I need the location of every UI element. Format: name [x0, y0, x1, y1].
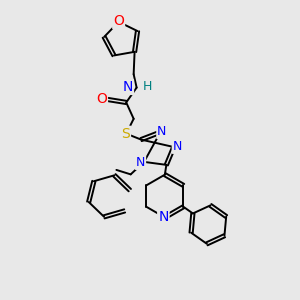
Text: O: O — [113, 14, 124, 28]
Text: N: N — [158, 211, 169, 224]
Text: S: S — [121, 127, 130, 141]
Text: N: N — [136, 156, 145, 169]
Text: N: N — [157, 125, 167, 138]
Text: N: N — [173, 140, 182, 153]
Text: N: N — [123, 80, 133, 94]
Text: H: H — [143, 80, 152, 94]
Text: O: O — [96, 92, 107, 106]
